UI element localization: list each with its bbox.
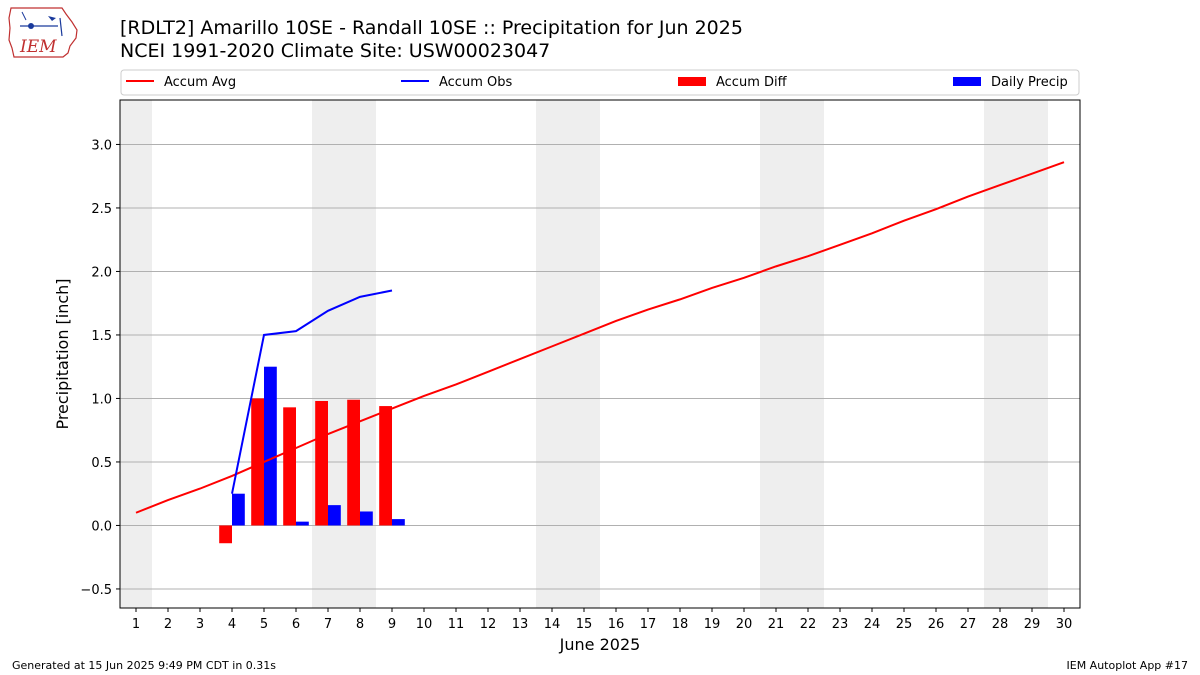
x-tick-label: 17	[640, 617, 657, 632]
legend-box	[120, 69, 1080, 96]
x-tick-label: 11	[448, 617, 465, 632]
y-axis-label: Precipitation [inch]	[53, 278, 72, 429]
x-tick-label: 27	[960, 617, 977, 632]
logo-text: IEM	[19, 37, 57, 57]
x-tick-label: 15	[576, 617, 593, 632]
chart-subtitle: NCEI 1991-2020 Climate Site: USW00023047	[120, 40, 551, 62]
legend-swatch	[953, 77, 981, 86]
y-tick-label: −0.5	[80, 583, 112, 598]
plot-frame	[119, 99, 1081, 609]
iem-logo: IEM	[8, 7, 78, 58]
app-note: IEM Autoplot App #17	[1066, 659, 1189, 672]
weekend-shade	[760, 100, 824, 608]
generated-note: Generated at 15 Jun 2025 9:49 PM CDT in …	[12, 659, 277, 672]
x-tick-label: 30	[1056, 617, 1073, 632]
weekend-shade	[536, 100, 600, 608]
x-tick-label: 25	[896, 617, 913, 632]
x-tick-label: 24	[864, 617, 881, 632]
daily-precip-bar	[360, 511, 373, 526]
x-tick-label: 12	[480, 617, 497, 632]
accum-diff-bar	[219, 525, 232, 544]
y-tick-label: 0.0	[91, 519, 112, 534]
daily-precip-bar	[296, 521, 309, 526]
y-tick-label: 2.5	[91, 202, 112, 217]
y-tick-label: 1.5	[91, 329, 112, 344]
accum-diff-bar	[347, 399, 360, 526]
x-tick-label: 8	[356, 617, 364, 632]
x-tick-label: 10	[416, 617, 433, 632]
y-tick-label: 0.5	[91, 456, 112, 471]
accum-avg-line	[135, 161, 1065, 514]
x-tick-label: 23	[832, 617, 849, 632]
x-tick-label: 21	[768, 617, 785, 632]
weekend-shade	[984, 100, 1048, 608]
weekend-shade	[120, 100, 152, 608]
legend: Accum Avg Accum Obs Accum Diff Daily Precip	[120, 69, 1080, 96]
x-tick-label: 14	[544, 617, 561, 632]
chart-title: [RDLT2] Amarillo 10SE - Randall 10SE :: …	[120, 17, 743, 39]
accum-diff-bar	[251, 398, 264, 526]
legend-label: Accum Avg	[164, 75, 236, 90]
y-tick-label: 3.0	[91, 138, 112, 153]
daily-precip-bar	[328, 505, 341, 526]
x-tick-label: 6	[292, 617, 300, 632]
x-tick-label: 16	[608, 617, 625, 632]
daily-precip-bar	[232, 493, 245, 526]
x-tick-label: 4	[228, 617, 236, 632]
x-tick-label: 2	[164, 617, 172, 632]
x-tick-label: 5	[260, 617, 268, 632]
x-tick-label: 19	[704, 617, 721, 632]
accum-obs-line	[231, 289, 393, 494]
x-axis-label: June 2025	[559, 635, 641, 654]
x-tick-label: 18	[672, 617, 689, 632]
y-tick-label: 2.0	[91, 265, 112, 280]
accum-diff-bar	[379, 406, 392, 526]
accum-diff-bar	[283, 407, 296, 526]
x-tick-label: 3	[196, 617, 204, 632]
accum-diff-bar	[315, 400, 328, 526]
x-tick-label: 13	[512, 617, 529, 632]
x-tick-label: 26	[928, 617, 945, 632]
x-tick-label: 9	[388, 617, 396, 632]
legend-label: Accum Diff	[716, 75, 788, 90]
x-tick-label: 7	[324, 617, 332, 632]
x-tick-label: 22	[800, 617, 817, 632]
x-tick-label: 20	[736, 617, 753, 632]
x-tick-label: 1	[132, 617, 140, 632]
legend-label: Daily Precip	[991, 75, 1068, 90]
daily-precip-bar	[264, 366, 277, 526]
weekend-shade	[312, 100, 376, 608]
y-tick-label: 1.0	[91, 392, 112, 407]
legend-swatch	[678, 77, 706, 86]
daily-precip-bar	[392, 519, 405, 526]
x-tick-label: 29	[1024, 617, 1041, 632]
x-tick-label: 28	[992, 617, 1009, 632]
legend-label: Accum Obs	[439, 75, 512, 90]
